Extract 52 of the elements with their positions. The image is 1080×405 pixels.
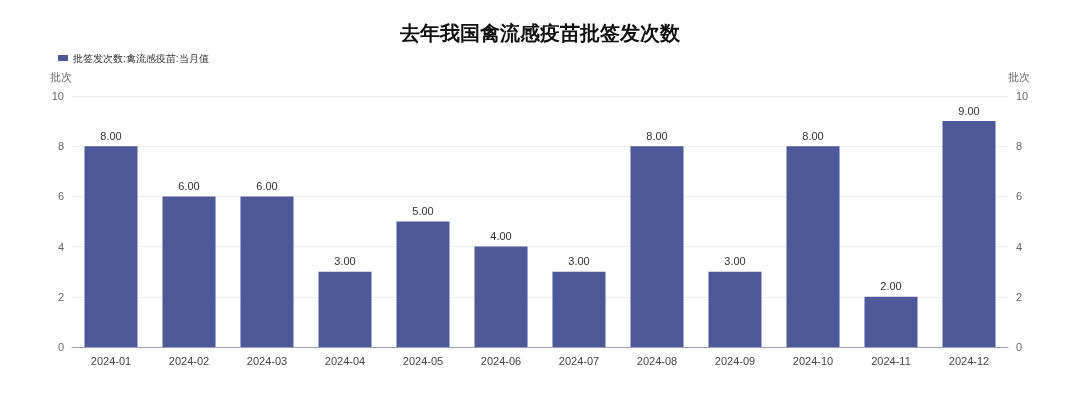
y2-tick-label: 6	[1016, 190, 1023, 203]
x-tick-label: 2024-10	[792, 354, 834, 367]
y-tick-label: 8	[57, 140, 64, 153]
bar	[240, 196, 294, 347]
bar	[84, 146, 138, 347]
y2-tick-label: 0	[1016, 341, 1023, 353]
data-label: 2.00	[880, 280, 902, 293]
x-tick-label: 2024-04	[324, 354, 366, 367]
x-tick-label: 2024-02	[168, 354, 210, 367]
bar	[552, 271, 606, 347]
bar	[864, 296, 918, 347]
data-label: 8.00	[646, 129, 668, 142]
chart-title: 去年我国禽流感疫苗批签发次数	[399, 22, 681, 44]
data-label: 4.00	[490, 230, 512, 243]
x-tick-label: 2024-06	[480, 354, 522, 367]
x-tick-label: 2024-03	[246, 354, 288, 367]
x-tick-label: 2024-07	[558, 354, 600, 367]
data-label: 3.00	[724, 255, 746, 268]
x-tick-label: 2024-11	[871, 354, 911, 367]
y-tick-label: 4	[57, 240, 64, 253]
x-tick-label: 2024-05	[402, 354, 444, 367]
data-label: 6.00	[178, 179, 200, 192]
y2-tick-label: 8	[1016, 140, 1023, 153]
data-label: 3.00	[334, 255, 356, 268]
bar	[474, 246, 528, 347]
y-tick-label: 2	[57, 290, 64, 303]
legend-label: 批签发次数:禽流感疫苗:当月值	[73, 52, 209, 64]
data-label: 6.00	[256, 179, 278, 192]
x-tick-label: 2024-08	[636, 354, 678, 367]
bar	[630, 146, 684, 347]
y-tick-label: 0	[57, 341, 64, 353]
data-label: 5.00	[412, 205, 434, 217]
y-tick-label: 6	[57, 190, 64, 203]
data-label: 8.00	[802, 129, 824, 142]
x-tick-label: 2024-01	[90, 354, 132, 367]
bar	[942, 121, 996, 347]
y2-tick-label: 10	[1016, 90, 1029, 102]
y2-axis-title: 批次	[1008, 70, 1030, 83]
bar	[318, 271, 372, 347]
x-tick-label: 2024-12	[948, 354, 990, 367]
y2-tick-label: 4	[1016, 240, 1023, 253]
bar	[162, 196, 216, 347]
x-tick-label: 2024-09	[714, 354, 756, 367]
bar	[396, 221, 450, 347]
data-label: 9.00	[958, 104, 980, 117]
y-axis-title: 批次	[50, 70, 72, 83]
y2-tick-label: 2	[1016, 290, 1023, 303]
data-label: 8.00	[100, 129, 122, 142]
data-label: 3.00	[568, 255, 590, 268]
bar	[786, 146, 840, 347]
bar	[708, 271, 762, 347]
y-tick-label: 10	[51, 90, 64, 102]
